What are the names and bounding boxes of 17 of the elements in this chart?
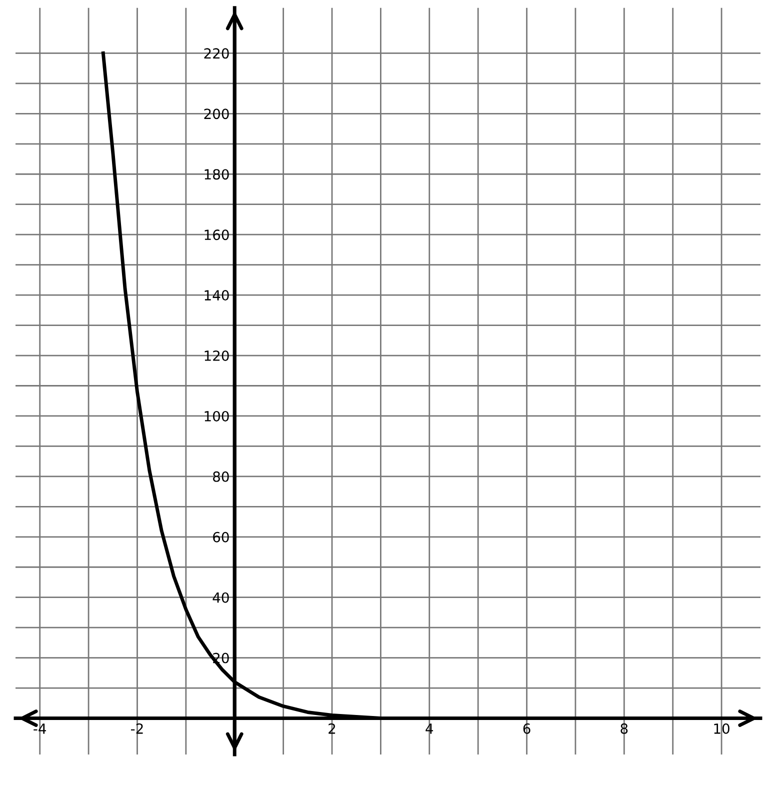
y-tick-label: 80 [213, 471, 229, 482]
x-tick-label: 8 [620, 723, 628, 734]
y-tick-label: 220 [204, 48, 229, 59]
x-tick-label: 4 [426, 724, 434, 734]
x-tick-label: 6 [523, 723, 530, 734]
x-tick-label: -4 [34, 724, 46, 734]
y-tick-label: 200 [204, 108, 229, 120]
y-tick-label: 60 [213, 532, 229, 542]
y-tick-label: 180 [204, 169, 229, 180]
x-tick-label: -2 [131, 723, 143, 734]
y-tick-label: 100 [204, 410, 229, 422]
y-tick-label: 160 [204, 230, 229, 240]
y-tick-label: 140 [204, 290, 229, 301]
x-tick-label: 10 [714, 723, 730, 734]
x-tick-label: 2 [328, 723, 336, 734]
y-tick-label: 40 [212, 592, 229, 603]
y-tick-label: 120 [204, 350, 229, 361]
